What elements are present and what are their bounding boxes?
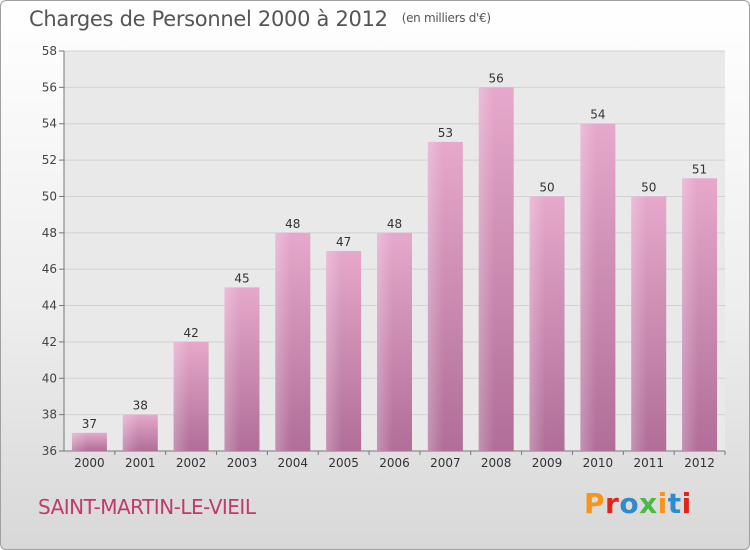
x-tick-label: 2011 [633, 456, 664, 470]
chart-unit: (en milliers d'€) [401, 11, 491, 25]
bar-highlight [377, 232, 393, 451]
y-tick-label: 46 [42, 262, 57, 276]
logo-letter: i [681, 487, 692, 520]
bar-highlight [122, 414, 139, 451]
y-tick-label: 42 [42, 335, 57, 349]
bar-value-label: 50 [539, 180, 554, 194]
bar-value-label: 45 [234, 271, 249, 285]
y-tick-label: 40 [42, 371, 57, 385]
x-axis-ticks: 2000 2001 2002 2003 2004 2005 2006 2007 2008 2009… [74, 451, 726, 470]
chart-title: Charges de Personnel 2000 à 2012 (en mill… [29, 7, 491, 31]
x-tick-label: 2001 [125, 456, 156, 470]
bar-value-label: 48 [387, 217, 402, 231]
x-tick-label: 2007 [430, 456, 461, 470]
bar-value-label: 54 [590, 108, 605, 122]
x-tick-label: 2008 [481, 456, 512, 470]
x-tick-label: 2003 [227, 456, 258, 470]
bar-highlight [529, 196, 546, 451]
bar-value-label: 56 [489, 71, 504, 85]
y-tick-label: 54 [42, 117, 57, 131]
bar-value-label: 48 [285, 217, 300, 231]
bar-highlight [478, 87, 495, 451]
chart-title-text: Charges de Personnel 2000 à 2012 [29, 7, 388, 31]
logo-letter: o [619, 487, 640, 520]
y-tick-label: 48 [42, 226, 57, 240]
logo-letter: x [639, 487, 658, 520]
bar-value-label: 42 [183, 326, 198, 340]
bar-highlight [631, 196, 647, 451]
logo-letter: r [605, 487, 620, 520]
y-tick-label: 36 [42, 444, 57, 458]
y-tick-label: 56 [42, 80, 57, 94]
logo-letter: t [667, 487, 682, 520]
bar-highlight [173, 341, 190, 451]
bar-highlight [682, 178, 698, 452]
proxiti-logo: Proxiti [584, 487, 692, 520]
x-tick-label: 2010 [583, 456, 614, 470]
x-tick-label: 2009 [532, 456, 563, 470]
town-name: SAINT-MARTIN-LE-VIEIL [38, 495, 256, 519]
bar-highlight [326, 251, 342, 451]
logo-letter: P [584, 487, 606, 520]
bar-highlight [427, 141, 444, 451]
bar-highlight [71, 432, 88, 451]
logo-letter: i [657, 487, 668, 520]
bar-value-label: 51 [692, 162, 707, 176]
bar-value-label: 38 [133, 399, 148, 413]
bar-highlight [580, 123, 597, 452]
y-tick-label: 38 [42, 408, 57, 422]
x-tick-label: 2004 [278, 456, 309, 470]
bar-value-label: 47 [336, 235, 351, 249]
y-tick-label: 58 [42, 44, 57, 58]
bar-value-label: 53 [438, 126, 453, 140]
y-tick-label: 52 [42, 153, 57, 167]
x-tick-label: 2006 [379, 456, 410, 470]
x-tick-label: 2000 [74, 456, 105, 470]
x-tick-label: 2005 [328, 456, 359, 470]
x-tick-label: 2002 [176, 456, 207, 470]
y-tick-label: 50 [42, 189, 57, 203]
bar-value-label: 37 [82, 417, 97, 431]
y-tick-label: 44 [42, 299, 57, 313]
bar-highlight [224, 287, 241, 451]
x-tick-label: 2012 [684, 456, 715, 470]
bar-highlight [275, 232, 292, 451]
bar-value-label: 50 [641, 180, 656, 194]
bars: 37 38 42 45 48 47 48 53 56 50 54 50 51 [71, 71, 718, 452]
